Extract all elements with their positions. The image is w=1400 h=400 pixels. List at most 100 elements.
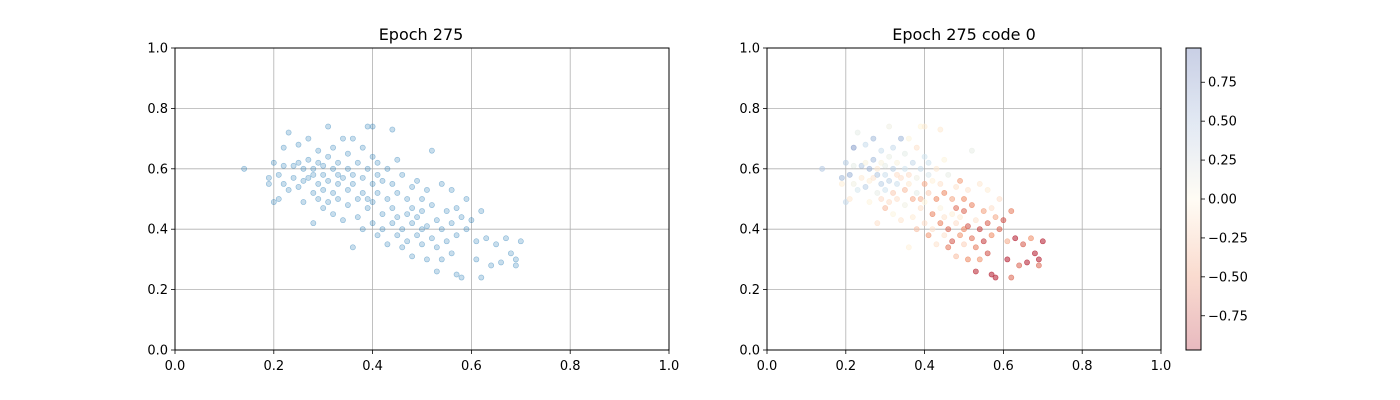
scatter-point <box>335 171 341 178</box>
scatter-point <box>921 199 928 205</box>
y-tick-label: 0.4 <box>739 223 760 238</box>
scatter-point <box>241 165 248 172</box>
scatter-point <box>374 159 381 166</box>
y-tick-label: 0.8 <box>147 102 168 117</box>
scatter-point <box>359 144 366 151</box>
scatter-point <box>1035 262 1042 269</box>
scatter-point <box>473 238 480 245</box>
scatter-point <box>424 187 430 193</box>
scatter-point <box>898 135 904 142</box>
scatter-point <box>988 232 995 239</box>
right-ticks: 0.0 0.2 0.4 0.6 0.8 1.0 0.0 0.2 0.4 0.6 0.8 1.0 <box>739 42 1171 375</box>
scatter-point <box>850 180 857 187</box>
scatter-point <box>374 190 381 196</box>
scatter-point <box>295 184 302 190</box>
left-points <box>241 123 524 281</box>
scatter-point <box>404 196 411 202</box>
scatter-point <box>374 232 381 239</box>
scatter-point <box>890 165 896 172</box>
scatter-point <box>846 196 853 202</box>
y-tick-label: 0.2 <box>739 283 760 298</box>
scatter-point <box>902 187 908 193</box>
scatter-point <box>443 238 450 245</box>
scatter-point <box>453 271 460 278</box>
scatter-point <box>443 208 450 214</box>
y-tick-label: 0.0 <box>147 344 168 359</box>
scatter-point <box>478 208 485 214</box>
scatter-point <box>354 196 361 202</box>
scatter-point <box>409 205 416 211</box>
scatter-point <box>945 226 952 233</box>
x-tick-label: 0.6 <box>461 359 482 374</box>
scatter-point <box>265 180 272 187</box>
scatter-point <box>428 202 435 208</box>
scatter-point <box>275 171 282 178</box>
scatter-point <box>433 244 440 251</box>
scatter-point <box>874 220 881 227</box>
scatter-point <box>305 156 312 163</box>
scatter-point <box>980 208 987 214</box>
scatter-point <box>310 190 317 196</box>
scatter-point <box>344 187 351 193</box>
scatter-point <box>882 162 889 169</box>
scatter-point <box>280 144 287 151</box>
scatter-point <box>438 226 445 233</box>
scatter-point <box>483 235 490 242</box>
x-tick-label: 0.8 <box>560 359 581 374</box>
scatter-point <box>374 171 381 178</box>
right-axes-frame <box>766 47 1162 351</box>
scatter-point <box>921 153 928 160</box>
scatter-point <box>925 190 932 196</box>
scatter-point <box>965 256 971 263</box>
scatter-point <box>1000 217 1007 224</box>
scatter-point <box>949 196 956 202</box>
scatter-point <box>838 180 845 187</box>
scatter-point <box>917 205 924 211</box>
scatter-point <box>988 205 995 211</box>
scatter-point <box>394 214 401 221</box>
scatter-point <box>325 177 332 184</box>
scatter-point <box>858 162 865 169</box>
scatter-point <box>925 171 932 178</box>
scatter-point <box>819 165 826 172</box>
scatter-point <box>949 211 956 217</box>
scatter-point <box>1024 259 1030 266</box>
scatter-point <box>325 199 332 205</box>
scatter-point <box>968 147 975 154</box>
scatter-point <box>414 214 420 221</box>
left-axes-frame <box>174 47 670 351</box>
scatter-point <box>886 123 893 130</box>
scatter-point <box>933 196 940 202</box>
scatter-point <box>941 214 948 221</box>
scatter-point <box>468 217 475 224</box>
scatter-point <box>320 162 327 169</box>
scatter-point <box>488 262 495 269</box>
scatter-point <box>890 211 896 217</box>
scatter-point <box>862 159 869 166</box>
scatter-point <box>988 271 995 278</box>
scatter-point <box>933 241 940 248</box>
x-tick-label: 0.0 <box>757 359 778 374</box>
scatter-point <box>925 159 932 166</box>
scatter-point <box>384 165 391 172</box>
scatter-point <box>389 205 396 211</box>
scatter-point <box>858 174 865 181</box>
scatter-point <box>842 199 849 205</box>
scatter-point <box>364 165 371 172</box>
scatter-point <box>493 241 499 248</box>
scatter-point <box>384 196 391 202</box>
scatter-point <box>458 214 465 221</box>
scatter-point <box>996 196 1003 202</box>
scatter-point <box>433 217 440 224</box>
scatter-point <box>965 223 971 230</box>
scatter-point <box>902 202 908 208</box>
scatter-point <box>894 159 900 166</box>
scatter-point <box>953 184 960 190</box>
scatter-point <box>320 171 327 178</box>
scatter-point <box>354 214 361 221</box>
scatter-point <box>349 180 356 187</box>
scatter-point <box>984 187 991 193</box>
x-tick-label: 1.0 <box>1151 359 1172 374</box>
scatter-point <box>1020 241 1026 248</box>
scatter-point <box>937 180 944 187</box>
